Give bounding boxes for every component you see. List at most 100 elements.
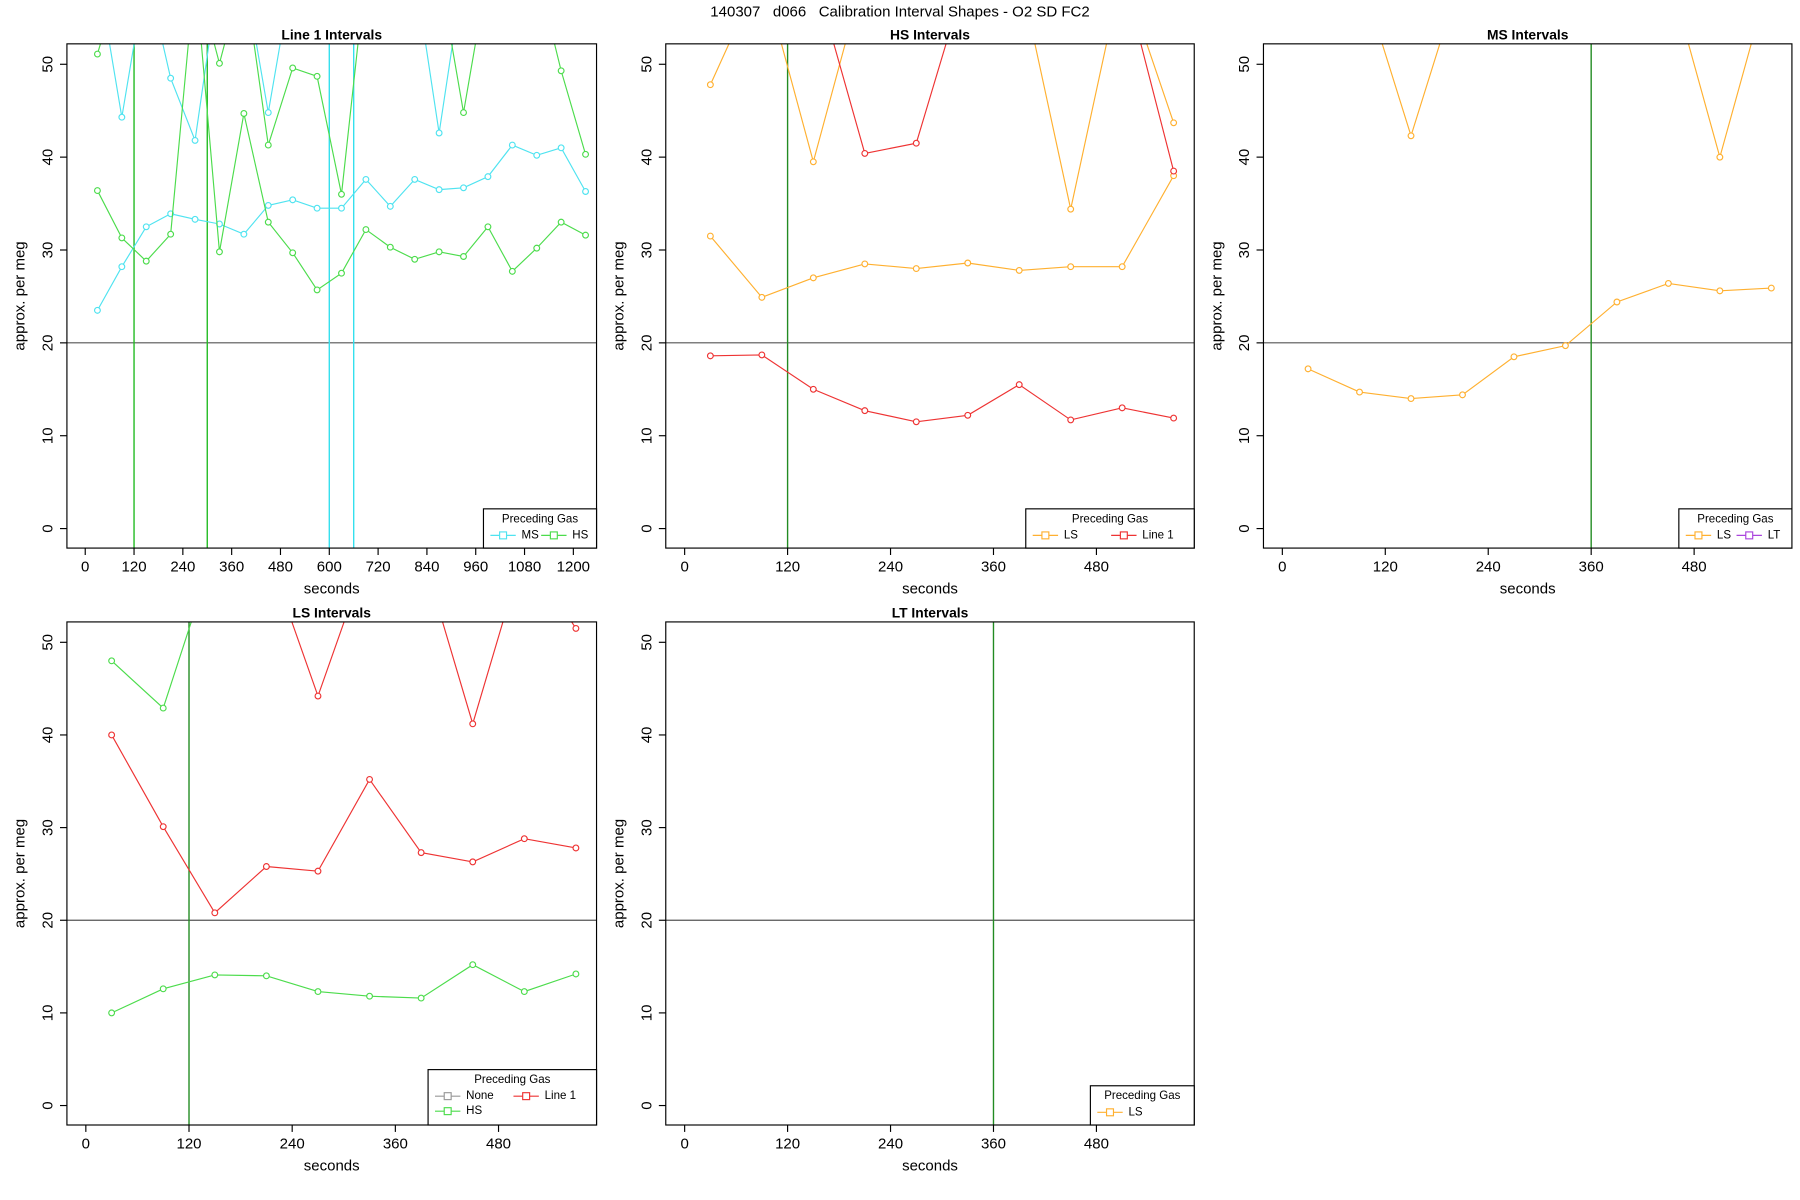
data-point [1015, 381, 1023, 389]
data-point [435, 186, 443, 194]
panel-title: LS Intervals [293, 605, 372, 621]
legend-symbol [499, 531, 508, 540]
series-line [111, 621, 192, 710]
data-point [582, 231, 590, 239]
x-tick-label: 1200 [557, 559, 590, 576]
series-line [709, 175, 1175, 299]
legend: Preceding Gas MS HS [482, 508, 598, 549]
y-tick-label: 20 [39, 912, 56, 929]
data-point [167, 74, 175, 82]
data-point [108, 657, 116, 665]
plot-area [665, 43, 1195, 549]
legend: Preceding Gas LS Line 1 [1025, 508, 1195, 549]
x-tick-label: 960 [463, 559, 488, 576]
y-tick-label: 0 [638, 524, 655, 532]
data-point [159, 823, 167, 831]
legend-box [482, 508, 598, 549]
x-tick-label: 120 [775, 559, 800, 576]
x-tick-label: 360 [383, 1136, 408, 1153]
y-tick-label: 30 [39, 242, 56, 259]
data-point [411, 255, 419, 263]
data-point [557, 218, 565, 226]
data-point [706, 352, 714, 360]
panel-title: MS Intervals [1487, 26, 1569, 42]
data-point [1118, 263, 1126, 271]
legend-title: Preceding Gas [1697, 513, 1773, 525]
data-point [809, 385, 817, 393]
legend: Preceding Gas LS LT [1678, 508, 1793, 549]
legend-box [427, 1069, 598, 1126]
x-axis-label: seconds [902, 1158, 958, 1175]
data-point [582, 150, 590, 158]
plot-area [66, 43, 597, 549]
legend-title: Preceding Gas [1072, 513, 1148, 525]
x-tick-label: 0 [82, 1136, 90, 1153]
x-axis-label: seconds [304, 1158, 360, 1175]
data-point [240, 230, 248, 238]
series-line [291, 621, 577, 726]
data-point [216, 248, 223, 256]
data-point [159, 985, 167, 993]
data-point [93, 50, 101, 58]
data-point [572, 624, 580, 632]
data-point [313, 204, 321, 212]
y-tick-label: 30 [39, 819, 56, 836]
legend-symbol [1105, 1108, 1115, 1117]
data-point [706, 232, 714, 240]
panel-title: Line 1 Intervals [281, 26, 382, 42]
y-tick-label: 40 [39, 727, 56, 744]
data-point [289, 196, 297, 204]
data-point [1407, 395, 1415, 403]
data-point [118, 263, 126, 271]
legend-symbol [443, 1107, 452, 1116]
plot-frame [665, 43, 1195, 549]
y-tick-label: 0 [638, 1101, 655, 1109]
data-point [861, 149, 869, 157]
data-point [1459, 391, 1466, 399]
data-point [469, 858, 477, 866]
y-axis-label: approx. per meg [611, 241, 628, 350]
legend: Preceding Gas LS [1089, 1085, 1195, 1126]
data-point [338, 269, 345, 277]
y-tick-label: 30 [638, 819, 655, 836]
x-tick-label: 360 [219, 559, 244, 576]
x-tick-label: 120 [1373, 559, 1398, 576]
data-point [557, 144, 565, 152]
y-axis-label: approx. per meg [611, 819, 628, 928]
data-point [484, 173, 492, 181]
x-tick-label: 0 [680, 559, 688, 576]
data-point [167, 230, 175, 238]
data-point [108, 1009, 116, 1017]
x-tick-label: 0 [81, 559, 89, 576]
page-title: 140307 d066 Calibration Interval Shapes … [710, 4, 1089, 21]
data-point [520, 988, 528, 996]
data-point [469, 720, 477, 728]
data-point [314, 692, 322, 700]
data-point [338, 190, 345, 198]
plot-area [665, 621, 1195, 1125]
legend-symbol [1119, 531, 1128, 540]
data-point [572, 844, 580, 852]
x-tick-label: 480 [1084, 559, 1109, 576]
x-tick-label: 360 [1579, 559, 1604, 576]
x-tick-label: 240 [170, 559, 195, 576]
data-point [964, 259, 972, 267]
data-point [1561, 342, 1569, 350]
y-axis-label: approx. per meg [12, 241, 29, 350]
y-tick-label: 30 [638, 242, 655, 259]
data-point [706, 81, 714, 89]
x-tick-label: 240 [1476, 559, 1501, 576]
plot-area [1263, 43, 1792, 549]
data-point [520, 835, 528, 843]
x-tick-label: 360 [981, 559, 1006, 576]
data-point [758, 351, 766, 359]
series-line [1307, 282, 1772, 400]
x-tick-label: 120 [122, 559, 147, 576]
y-tick-label: 10 [39, 1005, 56, 1022]
legend-label: Line 1 [1142, 529, 1173, 541]
y-tick-label: 10 [638, 427, 655, 444]
data-point [435, 248, 443, 256]
y-tick-label: 20 [638, 335, 655, 352]
data-point [338, 204, 345, 212]
x-tick-label: 1080 [508, 559, 541, 576]
